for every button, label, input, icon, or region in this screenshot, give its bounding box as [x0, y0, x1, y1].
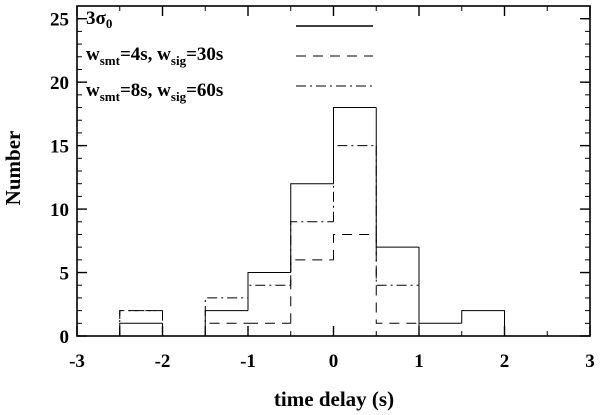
legend-label-w4: wsmt=4s, wsig=30s [86, 44, 223, 68]
bar-2-3 [247, 284, 291, 298]
y-tick-label: 25 [50, 10, 69, 31]
bar-2-4 [290, 221, 334, 286]
x-tick-label: 3 [585, 351, 595, 372]
y-tick-label: 15 [50, 137, 69, 158]
bar-2-2 [204, 297, 248, 336]
bar-0-6 [375, 107, 419, 248]
series-2 [119, 145, 505, 337]
series-1 [119, 233, 505, 337]
x-tick-label: -2 [155, 351, 171, 372]
bar-0-7 [418, 247, 462, 324]
x-tick-label: 0 [329, 351, 339, 372]
x-tick-label: 1 [414, 351, 424, 372]
bar-0-3 [247, 272, 291, 311]
y-axis-title: Number [1, 131, 25, 206]
x-axis-title: time delay (s) [274, 387, 394, 411]
y-tick-label: 5 [60, 264, 70, 285]
legend-label-3sigma-sub: 0 [106, 16, 113, 31]
bar-0-8 [461, 310, 505, 336]
bar-0-4 [290, 183, 334, 273]
bar-2-5 [333, 145, 377, 222]
bar-2-6 [375, 145, 419, 286]
bar-2-1 [162, 310, 206, 337]
bar-1-6 [375, 234, 419, 324]
bar-0-1 [162, 323, 206, 337]
x-tick-label: -3 [69, 351, 85, 372]
series-layer [119, 107, 505, 337]
bar-1-4 [290, 259, 334, 324]
x-tick-label: -1 [240, 351, 256, 372]
legend-label-3sigma: 3σ0 [86, 8, 112, 31]
bar-1-7 [418, 323, 462, 337]
bar-0-0 [119, 322, 163, 336]
legend: 3σ0 wsmt=4s, wsig=30s wsmt=8s, wsig=60s [86, 8, 373, 104]
bar-1-2 [204, 322, 248, 336]
y-tick-label: 0 [60, 327, 70, 348]
bar-1-1 [162, 310, 206, 337]
legend-label-3sigma-main: 3σ [86, 8, 107, 29]
y-tick-label: 10 [50, 200, 69, 221]
ticks: -3 -2 -1 0 1 2 3 0 5 10 15 20 25 [50, 5, 595, 372]
y-tick-label: 20 [50, 73, 69, 94]
bar-1-5 [333, 233, 377, 260]
bar-2-0 [119, 310, 163, 336]
x-tick-label: 2 [500, 351, 510, 372]
legend-label-w8: wsmt=8s, wsig=60s [86, 80, 223, 104]
bar-2-7 [418, 285, 462, 337]
